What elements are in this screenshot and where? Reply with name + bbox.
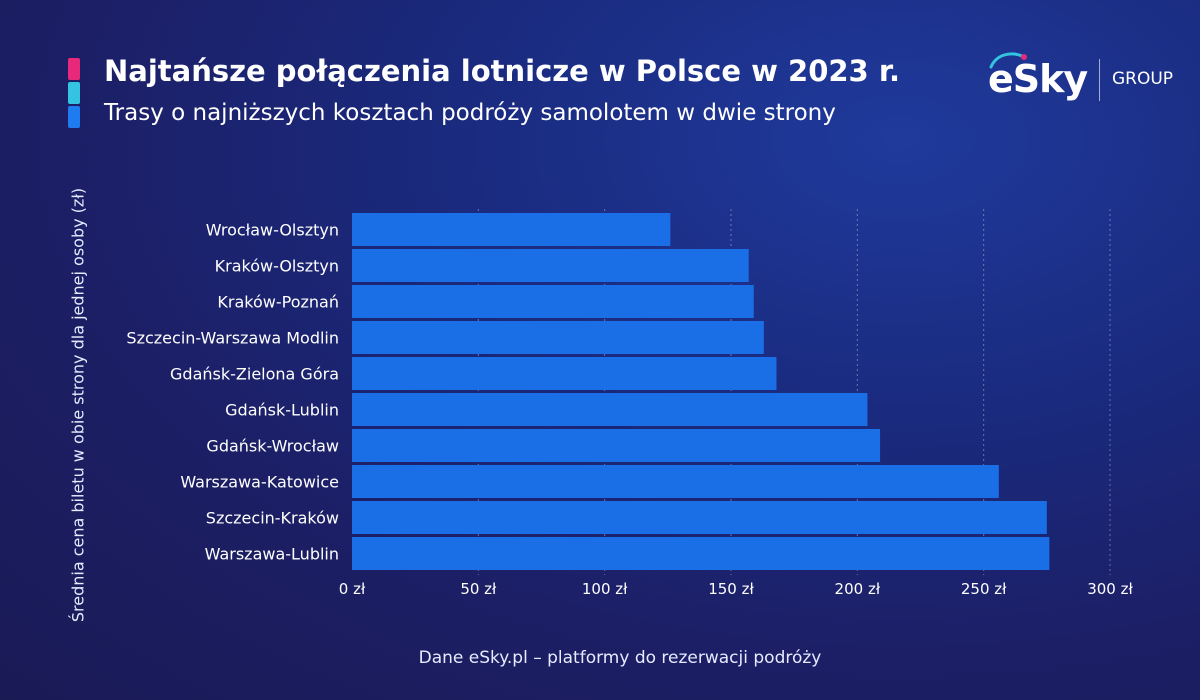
x-tick-label: 50 zł [460, 580, 497, 598]
bar [352, 537, 1050, 570]
source-note: Dane eSky.pl – platformy do rezerwacji p… [418, 648, 822, 668]
logo-separator [1099, 59, 1100, 101]
category-label: Gdańsk-Lublin [225, 401, 339, 420]
category-label: Warszawa-Lublin [205, 545, 339, 564]
accent-bar-blue [68, 106, 80, 128]
esky-group-logo: eSky GROUP [988, 52, 1178, 105]
category-label: Gdańsk-Zielona Góra [170, 365, 339, 384]
bar [352, 249, 749, 282]
category-label: Warszawa-Katowice [180, 473, 339, 492]
bar [352, 465, 999, 498]
category-label: Kraków-Poznań [217, 293, 339, 312]
x-tick-label: 300 zł [1087, 580, 1133, 598]
accent-bar-cyan [68, 82, 80, 104]
x-tick-label: 100 zł [582, 580, 628, 598]
logo-swoosh-icon [989, 52, 1027, 69]
x-tick-label: 250 zł [961, 580, 1007, 598]
x-tick-label: 0 zł [339, 580, 366, 598]
category-label: Gdańsk-Wrocław [206, 437, 339, 456]
x-tick-label: 200 zł [835, 580, 881, 598]
bar [352, 213, 671, 246]
bar [352, 321, 764, 354]
category-label: Szczecin-Kraków [206, 509, 339, 528]
logo-group-text: GROUP [1112, 69, 1174, 89]
accent-bar-pink [68, 58, 80, 80]
chart-subtitle: Trasy o najniższych kosztach podróży sam… [104, 100, 836, 126]
bar [352, 393, 868, 426]
category-label: Szczecin-Warszawa Modlin [126, 329, 339, 348]
category-label: Wrocław-Olsztyn [206, 221, 339, 240]
x-tick-label: 150 zł [708, 580, 754, 598]
category-label: Kraków-Olsztyn [215, 257, 339, 276]
chart-title: Najtańsze połączenia lotnicze w Polsce w… [104, 54, 901, 88]
bar [352, 285, 754, 318]
logo-brand-text: eSky [988, 57, 1088, 101]
bar [352, 501, 1047, 534]
bar [352, 357, 777, 390]
bar [352, 429, 881, 462]
